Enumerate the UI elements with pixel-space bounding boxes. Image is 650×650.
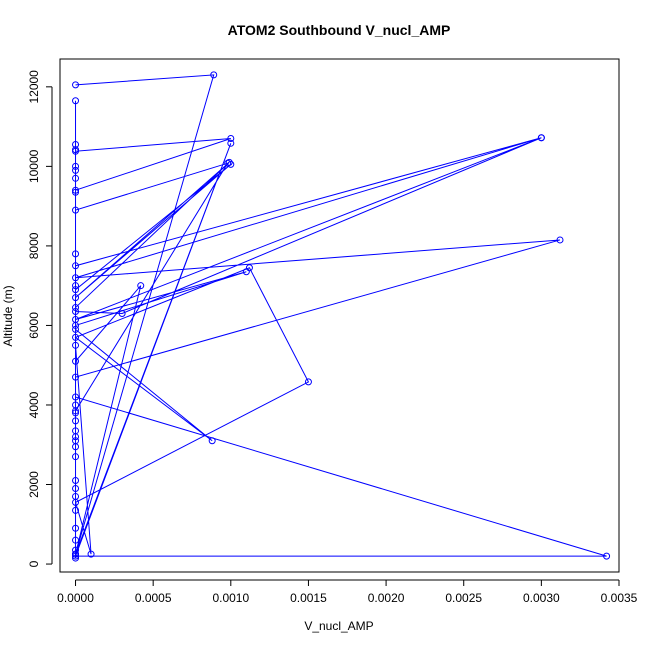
- data-point: [72, 417, 80, 425]
- data-point: [72, 250, 80, 258]
- data-point: [72, 304, 80, 312]
- x-tick-label: 0.0025: [445, 591, 482, 605]
- data-point: [72, 325, 80, 333]
- data-point: [227, 160, 235, 168]
- y-axis-label: Altitude (m): [1, 285, 15, 346]
- data-point: [556, 236, 564, 244]
- data-point: [72, 341, 80, 349]
- data-point: [72, 484, 80, 492]
- x-tick-label: 0.0000: [57, 591, 94, 605]
- data-point: [87, 550, 95, 558]
- y-tick-label: 0: [27, 560, 41, 567]
- data-point: [225, 158, 233, 166]
- x-axis: 0.0000 0.0005 0.0010 0.0015 0.0020 0.0025 0.00…: [57, 579, 638, 605]
- x-tick-label: 0.0010: [212, 591, 249, 605]
- data-point: [72, 550, 80, 558]
- data-point: [72, 166, 80, 174]
- data-point: [72, 393, 80, 401]
- series-line: [74, 74, 607, 559]
- data-point: [304, 378, 312, 386]
- y-tick-label: 8000: [27, 232, 41, 259]
- data-point: [72, 162, 80, 170]
- data-point: [72, 282, 80, 290]
- x-axis-label: V_nucl_AMP: [304, 619, 373, 633]
- data-point: [537, 134, 545, 142]
- y-axis: 0 2000 4000 6000 8000 10000 12000: [27, 70, 53, 567]
- data-point: [72, 536, 80, 544]
- data-point: [72, 206, 80, 214]
- data-point: [72, 506, 80, 514]
- x-tick-label: 0.0020: [368, 591, 405, 605]
- data-point: [208, 437, 216, 445]
- y-tick-label: 6000: [27, 312, 41, 339]
- data-point: [72, 433, 80, 441]
- data-point: [72, 174, 80, 182]
- data-point: [72, 357, 80, 365]
- data-point: [72, 321, 80, 329]
- chart-title: ATOM2 Southbound V_nucl_AMP: [228, 22, 451, 38]
- data-point: [72, 188, 80, 196]
- data-point: [72, 286, 80, 294]
- data-point: [72, 333, 80, 341]
- y-tick-label: 4000: [27, 391, 41, 418]
- data-point: [72, 147, 80, 155]
- data-point: [210, 71, 218, 79]
- data-point: [72, 294, 80, 302]
- data-point: [227, 135, 235, 143]
- data-point: [72, 554, 80, 562]
- x-tick-label: 0.0035: [601, 591, 638, 605]
- data-point: [72, 409, 80, 417]
- data-point: [72, 308, 80, 316]
- data-point: [72, 262, 80, 270]
- series-layer: [72, 71, 611, 562]
- data-point: [137, 282, 145, 290]
- data-point: [72, 81, 80, 89]
- data-point: [72, 186, 80, 194]
- x-tick-label: 0.0005: [135, 591, 172, 605]
- data-point: [118, 310, 126, 318]
- data-point: [72, 453, 80, 461]
- data-point: [72, 546, 80, 554]
- data-point: [245, 264, 253, 272]
- data-point: [603, 552, 611, 560]
- data-point: [72, 141, 80, 148]
- x-tick-label: 0.0015: [290, 591, 327, 605]
- data-point: [227, 139, 235, 147]
- plot-frame: [59, 58, 620, 573]
- y-tick-label: 10000: [27, 149, 41, 183]
- data-point: [72, 524, 80, 532]
- y-tick-label: 12000: [27, 70, 41, 104]
- data-point: [72, 274, 80, 282]
- data-point: [72, 477, 80, 485]
- y-tick-label: 2000: [27, 471, 41, 498]
- data-point: [72, 401, 80, 409]
- data-point: [72, 373, 80, 381]
- data-point: [72, 443, 80, 451]
- data-point: [72, 97, 80, 105]
- x-tick-label: 0.0030: [523, 591, 560, 605]
- data-point: [72, 492, 80, 500]
